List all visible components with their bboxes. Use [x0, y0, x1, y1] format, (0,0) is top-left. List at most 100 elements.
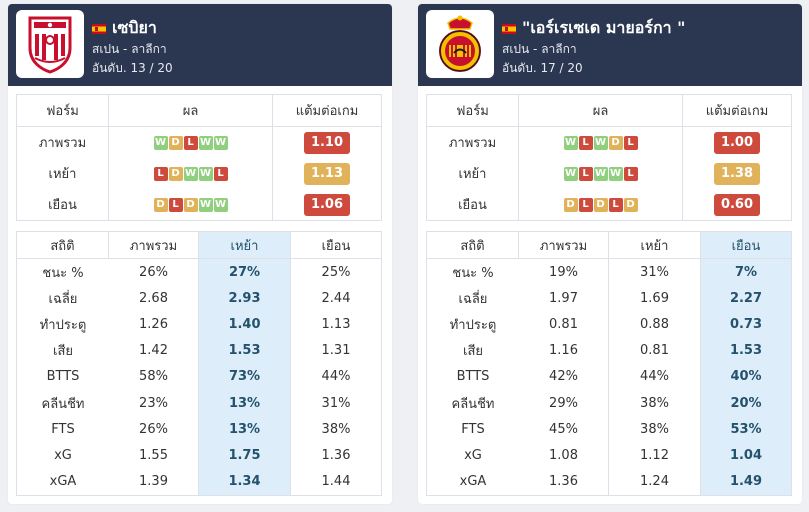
result-badge[interactable]: D — [168, 135, 183, 150]
team-card-sevilla: เซบิยา สเปน - ลาลีกา อันดับ. 13 / 20 ฟอร… — [8, 4, 392, 504]
result-badge[interactable]: W — [213, 197, 228, 212]
result-badge[interactable]: D — [153, 197, 168, 212]
stats-row-label: xG — [464, 447, 482, 463]
ppg-badge: 1.00 — [714, 131, 760, 154]
stats-away-value: 1.53 — [701, 337, 791, 364]
stats-row: xGA 1.36 1.24 1.49 — [427, 468, 791, 495]
ppg-badge: 1.38 — [714, 162, 760, 185]
stats-row-label: เสีย — [53, 344, 73, 360]
result-badge[interactable]: D — [168, 166, 183, 181]
result-badge[interactable]: W — [153, 135, 168, 150]
result-badge[interactable]: L — [213, 166, 228, 181]
result-badge[interactable]: W — [593, 135, 608, 150]
form-header-results: ผล — [109, 95, 273, 126]
result-badge[interactable]: W — [213, 135, 228, 150]
stats-row-label: xGA — [459, 474, 487, 490]
form-row-label: ภาพรวม — [427, 127, 519, 158]
stats-row: ชนะ % 19% 31% 7% — [427, 259, 791, 286]
ppg-badge: 1.10 — [304, 131, 350, 154]
stats-header-away: เยือน — [701, 232, 791, 258]
result-badge[interactable]: D — [608, 135, 623, 150]
stats-row-label: เฉลี่ย — [458, 291, 488, 307]
result-badge[interactable]: L — [608, 197, 623, 212]
form-row-label: เหย้า — [427, 158, 519, 189]
result-badge[interactable]: L — [578, 197, 593, 212]
stats-overall-value: 26% — [109, 416, 199, 443]
stats-row: FTS 45% 38% 53% — [427, 416, 791, 443]
form-header-label: ฟอร์ม — [17, 95, 109, 126]
stats-row-label: FTS — [461, 421, 485, 437]
result-badge[interactable]: D — [623, 197, 638, 212]
result-badge[interactable]: L — [168, 197, 183, 212]
result-badge[interactable]: L — [183, 135, 198, 150]
stats-overall-value: 1.42 — [109, 337, 199, 364]
stats-body-0: ชนะ % 26% 27% 25% เฉลี่ย 2.68 2.93 2.44 ทำประตู 1… — [17, 259, 381, 495]
stats-header-home: เหย้า — [199, 232, 291, 258]
stats-home-value: 38% — [609, 389, 701, 417]
stats-home-value: 1.34 — [199, 468, 291, 495]
team-title: เซบิยา — [92, 16, 157, 41]
result-badge[interactable]: D — [183, 197, 198, 212]
form-row-label: เยือน — [427, 189, 519, 220]
stats-overall-value: 2.68 — [109, 285, 199, 312]
form-body-0: ภาพรวม W D L W W 1.10 เหย้า L D W W L 1.13 เยือน D L D W W 1… — [17, 127, 381, 220]
result-badge[interactable]: W — [198, 197, 213, 212]
stats-overall-value: 1.36 — [519, 468, 609, 495]
stats-row: คลีนชีท 29% 38% 20% — [427, 389, 791, 417]
stats-row: BTTS 58% 73% 44% — [17, 363, 381, 390]
stats-overall-value: 1.08 — [519, 442, 609, 469]
stats-away-value: 0.73 — [701, 311, 791, 338]
stats-table: สถิติ ภาพรวม เหย้า เยือน ชนะ % 26% 27% 25% เ… — [16, 231, 382, 496]
result-badge[interactable]: W — [608, 166, 623, 181]
result-badge[interactable]: D — [593, 197, 608, 212]
result-badge[interactable]: W — [198, 166, 213, 181]
sevilla-crest-icon[interactable] — [16, 10, 84, 78]
stats-row-label: xG — [54, 447, 72, 463]
result-badge[interactable]: W — [563, 135, 578, 150]
stats-row-label: คลีนชีท — [451, 396, 495, 412]
stats-row-label: FTS — [51, 421, 75, 437]
result-badge[interactable]: L — [578, 166, 593, 181]
stats-home-value: 13% — [199, 389, 291, 417]
result-badge[interactable]: L — [578, 135, 593, 150]
result-badge[interactable]: D — [563, 197, 578, 212]
stats-table: สถิติ ภาพรวม เหย้า เยือน ชนะ % 19% 31% 7% เฉ… — [426, 231, 792, 496]
team-card-mallorca: "เอร์เรเซเด มายอร์กา " สเปน - ลาลีกา อัน… — [418, 4, 802, 504]
form-header-label: ฟอร์ม — [427, 95, 519, 126]
team-name[interactable]: เซบิยา — [112, 18, 157, 37]
result-badge[interactable]: W — [198, 135, 213, 150]
stats-home-value: 73% — [199, 363, 291, 390]
result-badge[interactable]: W — [563, 166, 578, 181]
result-badge[interactable]: W — [593, 166, 608, 181]
team-league: สเปน - ลาลีกา — [502, 42, 577, 56]
result-badge[interactable]: L — [153, 166, 168, 181]
form-row: เหย้า W L W W L 1.38 — [427, 158, 791, 189]
stats-table-header: สถิติ ภาพรวม เหย้า เยือน — [17, 232, 381, 259]
stats-away-value: 1.04 — [701, 442, 791, 469]
team-name[interactable]: "เอร์เรเซเด มายอร์กา " — [522, 18, 686, 37]
stats-away-value: 20% — [701, 389, 791, 417]
stats-header-label: สถิติ — [17, 232, 109, 258]
mallorca-crest-icon[interactable] — [426, 10, 494, 78]
stats-home-value: 27% — [199, 259, 291, 286]
stats-overall-value: 1.55 — [109, 442, 199, 469]
result-badge[interactable]: W — [183, 166, 198, 181]
form-ppg-cell: 1.13 — [273, 158, 381, 189]
result-badge[interactable]: L — [623, 166, 638, 181]
stats-home-value: 2.93 — [199, 285, 291, 312]
stats-row: เฉลี่ย 2.68 2.93 2.44 — [17, 285, 381, 312]
stats-away-value: 1.49 — [701, 468, 791, 495]
stats-away-value: 1.44 — [321, 474, 351, 490]
result-badge[interactable]: L — [623, 135, 638, 150]
spain-flag-icon — [92, 23, 106, 34]
stats-home-value: 0.81 — [609, 337, 701, 364]
form-row-label: เยือน — [17, 189, 109, 220]
stats-header-overall: ภาพรวม — [109, 232, 199, 258]
stats-row: ทำประตู 1.26 1.40 1.13 — [17, 311, 381, 338]
stats-overall-value: 1.16 — [519, 337, 609, 364]
stats-overall-value: 45% — [519, 416, 609, 443]
form-row: เยือน D L D W W 1.06 — [17, 189, 381, 220]
